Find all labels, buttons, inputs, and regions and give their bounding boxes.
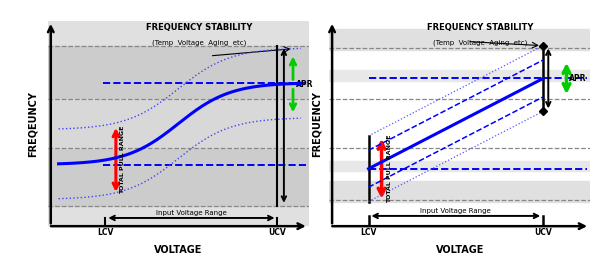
Text: (Temp  Voltage  Aging  etc): (Temp Voltage Aging etc) (152, 39, 246, 46)
Text: Input Voltage Range: Input Voltage Range (156, 210, 227, 216)
Text: UCV: UCV (534, 228, 552, 237)
Text: APR: APR (296, 80, 313, 89)
Text: (Temp  Voltage  Aging  etc): (Temp Voltage Aging etc) (433, 39, 528, 46)
Text: LCV: LCV (361, 228, 377, 237)
Text: FREQUENCY STABILITY: FREQUENCY STABILITY (427, 23, 534, 32)
Bar (329, 70, 590, 80)
Bar (48, 46, 309, 206)
Bar (329, 29, 590, 50)
Bar (329, 160, 590, 171)
Text: LCV: LCV (98, 228, 114, 237)
Text: APR: APR (569, 74, 586, 83)
Text: UCV: UCV (268, 228, 287, 237)
Text: VOLTAGE: VOLTAGE (435, 245, 484, 255)
Text: VOLTAGE: VOLTAGE (154, 245, 203, 255)
Text: FREQUENCY STABILITY: FREQUENCY STABILITY (146, 23, 252, 32)
Bar (48, 99, 309, 148)
Text: TOTAL PULL RANGE: TOTAL PULL RANGE (120, 126, 125, 194)
Bar (329, 181, 590, 201)
Text: FREQEUNCY: FREQEUNCY (28, 91, 37, 156)
Text: Input Voltage Range: Input Voltage Range (420, 208, 491, 214)
Text: TOTAL PULL RANGE: TOTAL PULL RANGE (387, 135, 392, 203)
Text: FREQUENCY: FREQUENCY (311, 91, 321, 156)
